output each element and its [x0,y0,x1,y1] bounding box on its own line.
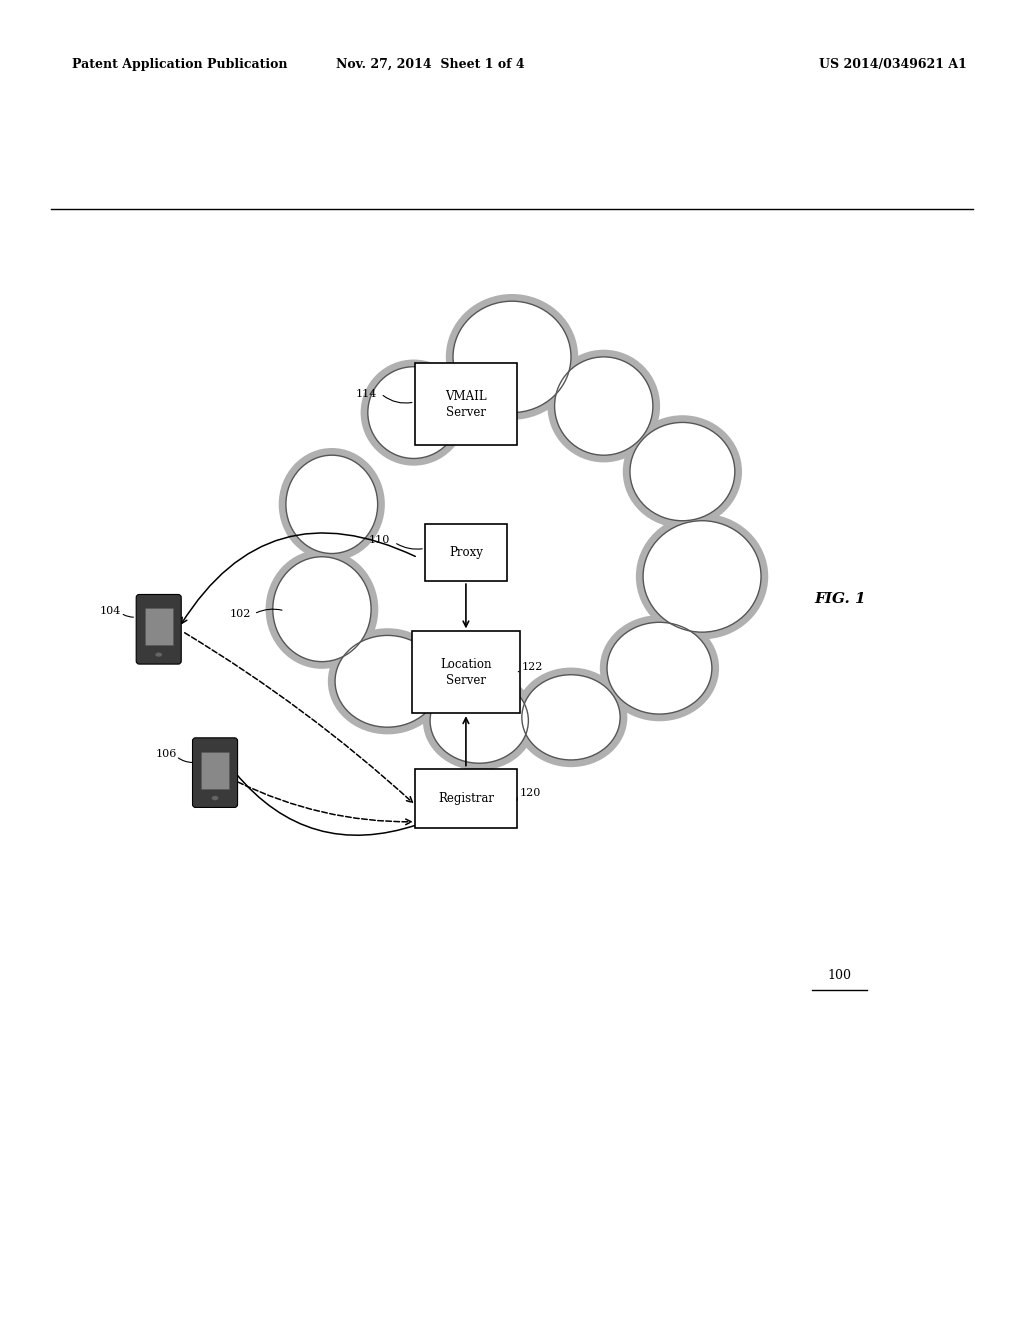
FancyBboxPatch shape [415,363,517,445]
Ellipse shape [265,549,378,669]
Ellipse shape [328,628,447,734]
Ellipse shape [636,513,768,639]
Ellipse shape [623,416,742,528]
Ellipse shape [600,615,719,721]
Text: Nov. 27, 2014  Sheet 1 of 4: Nov. 27, 2014 Sheet 1 of 4 [336,58,524,71]
FancyBboxPatch shape [415,768,517,828]
Ellipse shape [423,671,536,771]
Ellipse shape [430,678,528,763]
Text: 114: 114 [356,389,377,399]
Ellipse shape [368,367,460,458]
Ellipse shape [555,356,653,455]
Text: Proxy: Proxy [449,546,483,558]
Text: 104: 104 [100,606,121,616]
Text: Registrar: Registrar [438,792,494,805]
Ellipse shape [279,447,385,561]
Text: 120: 120 [520,788,541,799]
Text: US 2014/0349621 A1: US 2014/0349621 A1 [819,58,967,71]
FancyBboxPatch shape [136,594,181,664]
Ellipse shape [522,675,621,760]
Ellipse shape [630,422,735,520]
Ellipse shape [643,520,761,632]
Text: 102: 102 [230,609,251,619]
Ellipse shape [445,294,579,420]
Text: Patent Application Publication: Patent Application Publication [72,58,287,71]
Ellipse shape [335,635,440,727]
Ellipse shape [548,350,660,462]
Text: 106: 106 [156,750,176,759]
Ellipse shape [360,359,467,466]
Text: Location
Server: Location Server [440,657,492,686]
Ellipse shape [212,796,218,800]
Text: VMAIL
Server: VMAIL Server [445,389,486,418]
FancyBboxPatch shape [193,738,238,808]
Bar [144,609,173,645]
Text: 100: 100 [827,969,852,982]
FancyBboxPatch shape [412,631,520,713]
Ellipse shape [286,455,378,553]
Text: 122: 122 [522,663,543,672]
Ellipse shape [515,668,628,767]
Bar [201,751,229,788]
Text: FIG. 1: FIG. 1 [814,591,865,606]
Ellipse shape [272,557,371,661]
Ellipse shape [156,652,162,657]
Ellipse shape [453,301,571,413]
Text: 110: 110 [369,535,389,545]
FancyBboxPatch shape [425,524,507,581]
Ellipse shape [607,622,712,714]
